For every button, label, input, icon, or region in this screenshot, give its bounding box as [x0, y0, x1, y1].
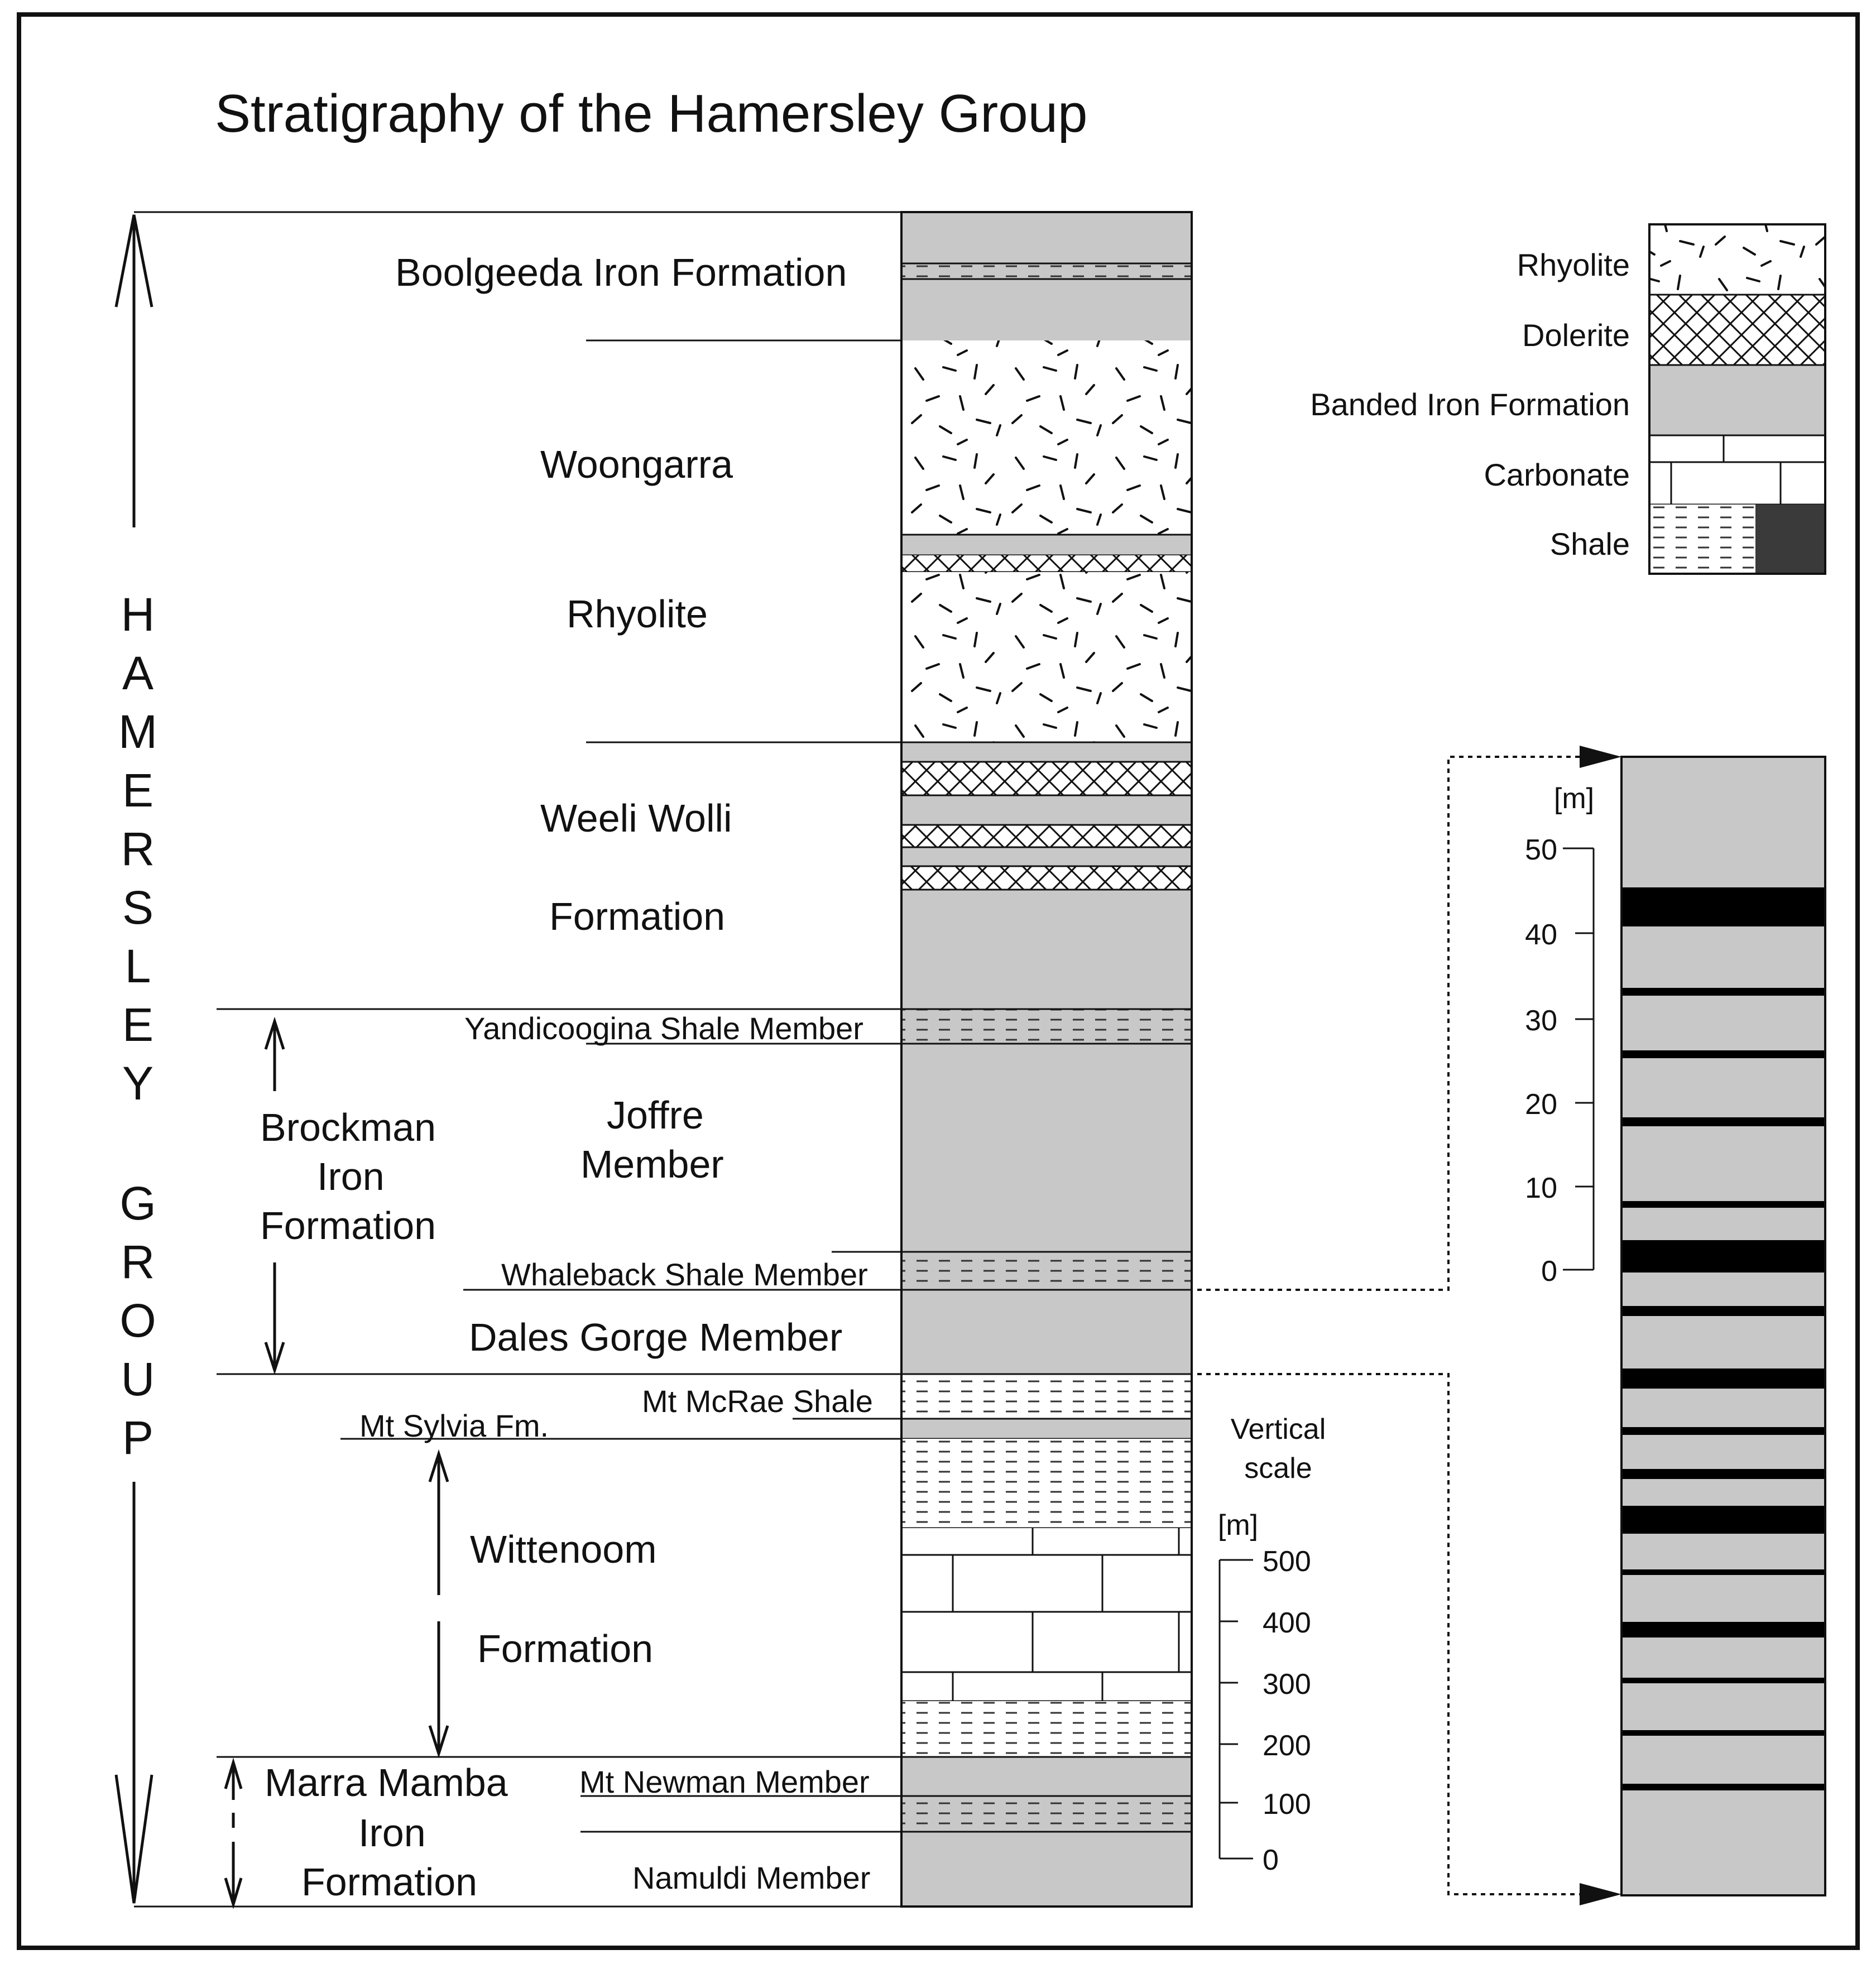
- label-mt-newman: Mt Newman Member: [579, 1764, 870, 1799]
- detail-shale-band: [1621, 1050, 1825, 1058]
- legend-label-rhyolite: Rhyolite: [1517, 247, 1630, 282]
- scale-tick-label: 0: [1263, 1844, 1279, 1876]
- group-letter: U: [121, 1353, 155, 1405]
- legend-label-bif: Banded Iron Formation: [1310, 387, 1630, 422]
- detail-column: [1620, 756, 1826, 1896]
- label-woongarra: Woongarra: [540, 443, 733, 486]
- hamersley-group-label: H A M E R S L E Y G R O U P: [118, 588, 157, 1464]
- label-brockman-formation: Formation: [260, 1204, 436, 1247]
- detail-shale-band: [1621, 1117, 1825, 1126]
- detail-bands: [1621, 887, 1825, 1790]
- scale-tick-label: 300: [1263, 1668, 1311, 1701]
- detail-shale-band: [1621, 1784, 1825, 1790]
- label-namuldi: Namuldi Member: [632, 1860, 870, 1895]
- label-rhyolite: Rhyolite: [567, 592, 708, 636]
- group-letter: M: [118, 705, 157, 758]
- group-letter: A: [122, 647, 153, 699]
- group-letter: E: [122, 998, 153, 1051]
- label-weeli-wolli-formation: Formation: [549, 895, 725, 938]
- formation-labels: Boolgeeda Iron Formation Woongarra Rhyol…: [260, 251, 873, 1904]
- label-wittenoom-formation: Formation: [477, 1627, 653, 1670]
- label-mt-sylvia: Mt Sylvia Fm.: [359, 1408, 549, 1443]
- marra-mamba-arrows: [224, 1757, 243, 1909]
- detail-tick-label: 40: [1525, 919, 1557, 951]
- legend: Rhyolite Dolerite Banded Iron Formation …: [1310, 223, 1826, 575]
- vertical-scale-label: Vertical: [1231, 1413, 1326, 1446]
- vertical-scale-label-2: scale: [1244, 1452, 1312, 1485]
- detail-shale-band: [1621, 988, 1825, 996]
- detail-shale-band: [1621, 1469, 1825, 1479]
- outer-frame: [17, 12, 1860, 1950]
- group-letter: E: [122, 764, 153, 817]
- group-letter: P: [122, 1411, 153, 1464]
- vertical-scale: Vertical scale [m] 500 400 300 200 100 0: [1218, 1413, 1326, 1876]
- label-wittenoom: Wittenoom: [470, 1528, 657, 1571]
- vertical-scale-unit: [m]: [1218, 1509, 1258, 1542]
- scale-tick-label: 500: [1263, 1545, 1311, 1578]
- detail-shale-band: [1621, 887, 1825, 926]
- legend-label-dolerite: Dolerite: [1522, 318, 1630, 353]
- group-letter: Y: [122, 1057, 153, 1110]
- detail-tick-label: 20: [1525, 1088, 1557, 1121]
- detail-connectors: [1197, 756, 1582, 1895]
- detail-tick-label: 10: [1525, 1172, 1557, 1204]
- detail-shale-band: [1621, 1678, 1825, 1683]
- detail-shale-band: [1621, 1201, 1825, 1208]
- detail-shale-band: [1621, 1506, 1825, 1534]
- detail-tick-label: 50: [1525, 834, 1557, 866]
- legend-label-carbonate: Carbonate: [1484, 457, 1630, 492]
- detail-shale-band: [1621, 1427, 1825, 1435]
- boundary-lines: [134, 211, 901, 1908]
- label-joffre-member: Member: [580, 1142, 724, 1186]
- label-mt-mcrae: Mt McRae Shale: [642, 1384, 873, 1419]
- detail-scale-unit: [m]: [1554, 782, 1594, 815]
- detail-tick-label: 30: [1525, 1005, 1557, 1037]
- detail-shale-band: [1621, 1368, 1825, 1389]
- detail-shale-band: [1621, 1730, 1825, 1736]
- label-dales-gorge: Dales Gorge Member: [469, 1315, 842, 1359]
- label-marra-mamba: Marra Mamba: [265, 1761, 508, 1804]
- detail-shale-band: [1621, 1569, 1825, 1575]
- detail-tick-label: 0: [1541, 1255, 1557, 1288]
- detail-scale: [m] 50 40 30 20 10 0: [1525, 782, 1595, 1288]
- label-brockman-iron: Iron: [317, 1155, 385, 1198]
- label-whaleback: Whaleback Shale Member: [501, 1257, 868, 1292]
- group-letter: H: [121, 588, 155, 641]
- wittenoom-arrows: [428, 1449, 449, 1759]
- connector-arrowheads: [1580, 746, 1621, 1905]
- label-boolgeeda: Boolgeeda Iron Formation: [395, 251, 847, 294]
- label-weeli-wolli: Weeli Wolli: [540, 796, 732, 840]
- scale-tick-label: 400: [1263, 1607, 1311, 1639]
- label-marra-iron: Iron: [358, 1811, 426, 1855]
- legend-label-shale: Shale: [1550, 526, 1630, 561]
- detail-shale-band: [1621, 1306, 1825, 1316]
- group-letter: L: [125, 940, 151, 992]
- brockman-arrows: [264, 1016, 285, 1375]
- stratigraphic-column: [900, 211, 1193, 1908]
- group-letter: S: [122, 881, 153, 934]
- label-joffre: Joffre: [607, 1093, 704, 1137]
- detail-shale-band: [1621, 1622, 1825, 1638]
- label-brockman: Brockman: [260, 1106, 436, 1149]
- scale-tick-label: 200: [1263, 1730, 1311, 1762]
- group-letter: R: [121, 1236, 155, 1288]
- diagram-title: Stratigraphy of the Hamersley Group: [215, 84, 1087, 143]
- group-letter: R: [121, 823, 155, 875]
- group-letter: O: [119, 1294, 156, 1347]
- hamersley-group-arrow: [114, 214, 153, 1904]
- detail-shale-band: [1621, 1240, 1825, 1272]
- group-letter: G: [119, 1177, 156, 1230]
- label-marra-formation: Formation: [301, 1860, 477, 1904]
- scale-tick-label: 100: [1263, 1788, 1311, 1821]
- label-yandicoogina: Yandicoogina Shale Member: [464, 1011, 863, 1046]
